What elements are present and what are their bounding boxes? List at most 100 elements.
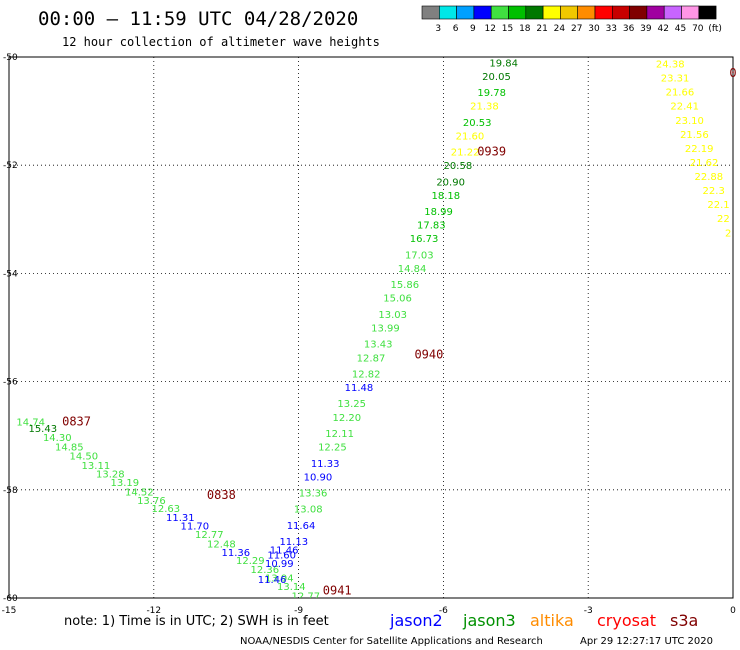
y-axis-ticks: -50 -52 -54 -56 -58 -60 [3,53,18,604]
wave-height-label: 21.66 [666,88,695,99]
colorbar-swatch [421,5,440,20]
wave-height-label: 13.63 [335,617,364,628]
wave-height-label: 18.99 [424,207,453,218]
colorbar-swatch [698,5,717,20]
colorbar-label: 15 [502,24,513,34]
wave-height-label: 20.90 [436,177,465,188]
wave-height-label: 21.22 [451,148,480,159]
wave-height-label: 22.1 [707,200,729,211]
wave-height-label: 20.17 [497,42,526,53]
colorbar-label: 30 [588,24,600,34]
wave-height-label: 11.48 [345,383,374,394]
pass-time-label: 0941 [323,583,352,597]
wave-height-label: 20.58 [444,161,473,172]
wave-height-label: 23.10 [675,116,704,127]
colorbar-swatch [525,5,544,20]
wave-height-label: 11.46 [258,575,287,586]
wave-height-label: 12.20 [333,413,362,424]
wave-height-label: 22.88 [695,172,724,183]
wave-height-label: 12.82 [352,369,381,380]
wave-height-label: 12.29 [236,556,265,567]
y-tick-label: -56 [3,378,18,388]
colorbar-swatch [646,5,665,20]
colorbar-swatch [629,5,648,20]
x-tick-label: 0 [730,606,736,616]
wave-height-label: 13.76 [347,625,376,636]
colorbar-swatch [594,5,613,20]
colorbar-label: 33 [606,24,617,34]
colorbar-label: 12 [484,24,495,34]
wave-height-label: 13.19 [111,478,140,489]
plot-area [8,56,734,599]
wave-height-label: 15.43 [28,424,57,435]
chart-title: 00:00 – 11:59 UTC 04/28/2020 [38,8,358,30]
footer-timestamp: Apr 29 12:27:17 UTC 2020 [580,636,713,647]
wave-height-label: 17.83 [417,221,446,232]
colorbar-label: 21 [536,24,547,34]
satellite-legend: jason2 jason3 altika cryosat s3a [389,611,698,630]
colorbar-label: (ft) [708,24,722,34]
y-tick-label: -58 [3,486,18,496]
colorbar-label: 70 [692,24,704,34]
wave-height-label: 18.18 [431,191,460,202]
x-tick-label: -6 [439,606,448,616]
colorbar-swatch [490,5,509,20]
wave-height-label: 15.86 [390,280,419,291]
wave-height-label: 17.03 [405,250,434,261]
colorbar-swatch [681,5,700,20]
pass-time-label: 0940 [414,348,443,362]
wave-height-label: 11.70 [181,522,210,533]
wave-height-label: 23.31 [661,74,690,85]
wave-height-label: 13.36 [299,489,328,500]
colorbar-label: 27 [571,24,582,34]
footer-credit: NOAA/NESDIS Center for Satellite Applica… [240,636,543,647]
wave-height-label: 14.52 [125,487,154,498]
wave-height-label: 13.14 [277,582,306,593]
legend-item-jason2: jason2 [389,611,443,630]
y-tick-label: -52 [3,161,18,171]
wave-height-label: 14.85 [55,443,84,454]
colorbar-swatch [473,5,492,20]
legend-item-jason3: jason3 [462,611,516,630]
colorbar-swatch [560,5,579,20]
legend-item-s3a: s3a [670,611,698,630]
colorbar-swatch [456,5,475,20]
x-tick-label: -9 [294,606,303,616]
wave-height-label: 12.48 [207,539,236,550]
wave-height-label: 11.46 [270,545,299,556]
wave-height-label: 14.74 [16,418,45,429]
y-tick-label: -54 [3,269,18,279]
colorbar-swatch [438,5,457,20]
wave-height-label: 22.19 [685,144,714,155]
colorbar-label: 9 [470,24,476,34]
wave-height-label: 22.3 [703,186,725,197]
wave-height-label: 22.41 [670,102,699,113]
wave-height-label: 16.73 [410,234,439,245]
wave-height-label: 13.28 [96,470,125,481]
colorbar-swatch [508,5,527,20]
legend-item-altika: altika [530,611,574,630]
wave-height-label: 13.94 [265,573,294,584]
wave-height-label: 14.30 [43,433,72,444]
wave-height-label: 13.25 [337,399,366,410]
colorbar-label: 3 [435,24,441,34]
wave-height-label: 19.78 [477,88,506,99]
y-tick-label: -60 [3,594,18,604]
wave-height-label: 11.60 [267,551,296,562]
wave-height-label: 12.63 [152,504,181,515]
colorbar-label: 6 [453,24,459,34]
data-points: 14.7415.4314.3014.8514.5013.1113.2813.19… [16,42,731,636]
wave-height-label: 12.36 [250,565,279,576]
wave-height-label: 11.33 [311,459,340,470]
wave-height-label: 13.99 [371,324,400,335]
legend-item-cryosat: cryosat [597,611,656,630]
wave-height-label: 13.08 [294,505,323,516]
colorbar-swatch [663,5,682,20]
wave-height-label: 20.05 [482,72,511,83]
wave-height-label: 14.84 [398,264,427,275]
wave-height-label: 12.11 [325,429,354,440]
x-tick-label: -15 [2,606,17,616]
wave-height-label: 10.99 [265,559,294,570]
wave-height-label: 12.77 [292,591,321,602]
